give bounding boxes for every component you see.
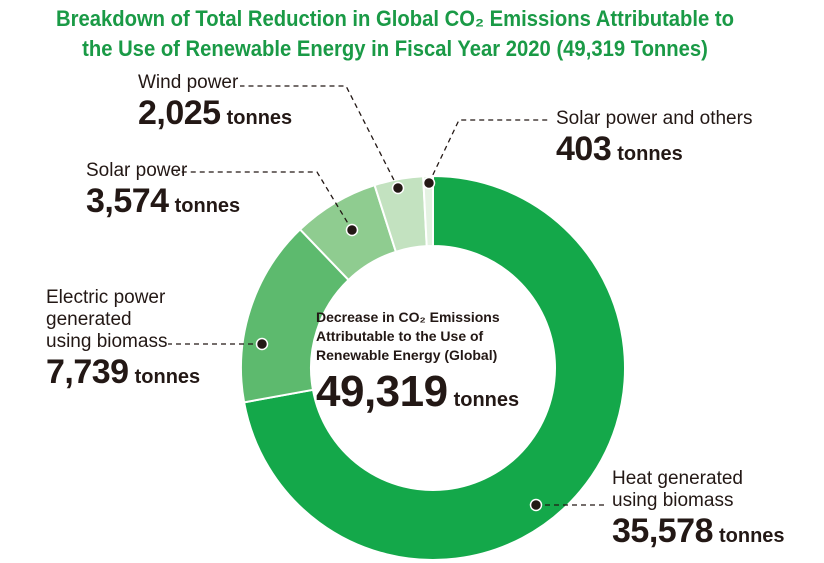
center-caption-3: Renewable Energy (Global) xyxy=(316,347,498,363)
label-wind-power: Wind power 2,025 tonnes xyxy=(138,72,292,133)
leader-biomass-heat-dot xyxy=(529,498,543,512)
label-solar-others-name: Solar power and others xyxy=(556,108,753,129)
chart-title-line-2: the Use of Renewable Energy in Fiscal Ye… xyxy=(82,36,708,61)
label-biomass-heat-name-2: using biomass xyxy=(612,490,734,511)
center-caption-2: Attributable to the Use of xyxy=(316,328,484,344)
center-total-value: 49,319 xyxy=(316,367,448,416)
label-biomass-heat-name-1: Heat generated xyxy=(612,468,743,489)
label-wind-power-value: 2,025 xyxy=(138,94,221,132)
label-biomass-electric-value: 7,739 xyxy=(46,353,129,391)
label-wind-power-name: Wind power xyxy=(138,72,239,93)
chart-title-line-1: Breakdown of Total Reduction in Global C… xyxy=(55,6,735,31)
leader-biomass-electric-dot xyxy=(255,337,269,351)
label-solar-power-name: Solar power xyxy=(86,160,188,181)
label-solar-others-unit: tonnes xyxy=(617,143,683,165)
label-solar-power-unit: tonnes xyxy=(174,195,241,217)
label-biomass-electric-name-1: Electric power xyxy=(46,287,166,308)
leader-wind-power-line xyxy=(240,85,399,189)
leader-solar-power-line xyxy=(176,171,353,231)
chart-title: Breakdown of Total Reduction in Global C… xyxy=(32,4,759,64)
label-wind-power-unit: tonnes xyxy=(226,107,293,129)
center-caption-1: Decrease in CO₂ Emissions xyxy=(316,309,500,325)
donut-slice-0 xyxy=(242,174,626,561)
donut-slice-4 xyxy=(422,174,434,248)
center-summary: Decrease in CO₂ Emissions Attributable t… xyxy=(316,308,556,417)
leader-solar-others-dot xyxy=(422,176,436,190)
label-biomass-heat: Heat generated using biomass 35,578 tonne… xyxy=(612,468,785,551)
label-biomass-electric-name-3: using biomass xyxy=(46,331,168,352)
leader-solar-others-line xyxy=(428,119,548,184)
label-biomass-electric: Electric power generated using biomass 7… xyxy=(46,287,200,392)
label-solar-power: Solar power 3,574 tonnes xyxy=(86,160,240,221)
label-biomass-electric-name-2: generated xyxy=(46,309,132,330)
center-total-unit: tonnes xyxy=(453,389,520,411)
label-solar-others-value: 403 xyxy=(556,130,612,168)
label-biomass-heat-value: 35,578 xyxy=(612,512,714,550)
leader-wind-power-dot xyxy=(391,181,405,195)
label-solar-others: Solar power and others 403 tonnes xyxy=(556,108,752,169)
label-biomass-electric-unit: tonnes xyxy=(134,366,201,388)
leader-solar-power-dot xyxy=(345,223,359,237)
label-solar-power-value: 3,574 xyxy=(86,182,169,220)
label-biomass-heat-unit: tonnes xyxy=(719,525,785,547)
